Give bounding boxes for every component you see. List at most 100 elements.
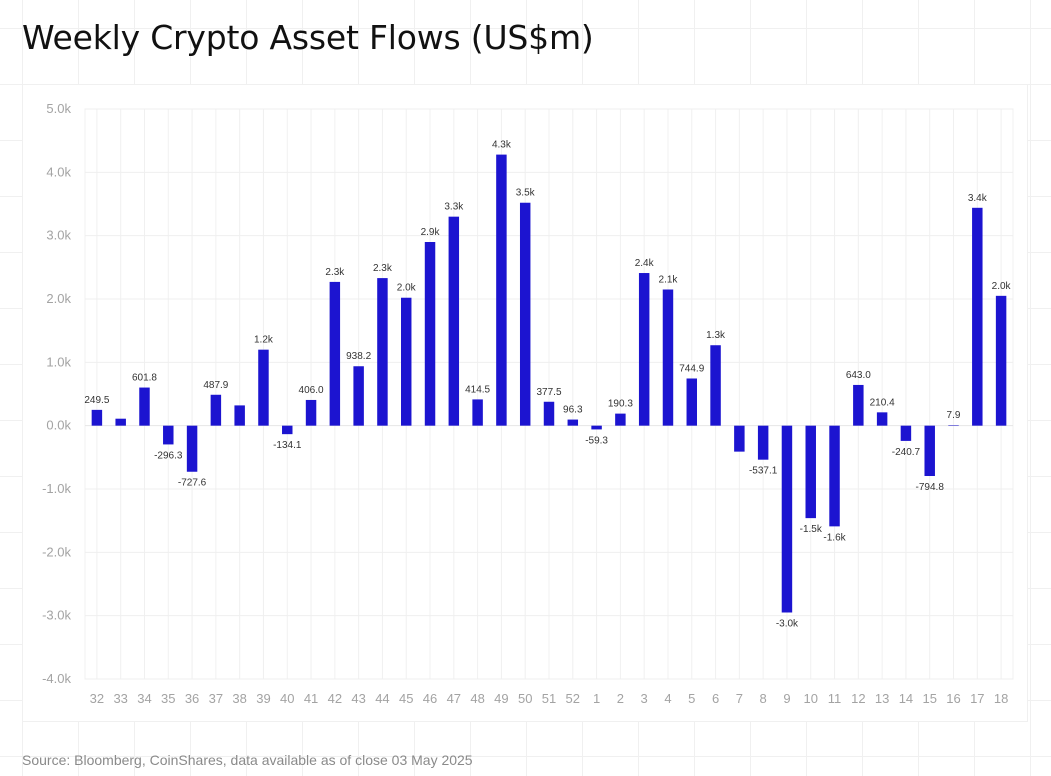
- x-tick-label: 47: [447, 691, 461, 706]
- x-tick-label: 6: [712, 691, 719, 706]
- y-tick-label: -2.0k: [42, 544, 71, 559]
- data-label: 3.5k: [516, 188, 536, 199]
- x-tick-label: 41: [304, 691, 318, 706]
- x-tick-label: 8: [760, 691, 767, 706]
- y-tick-label: -1.0k: [42, 481, 71, 496]
- chart-panel: 5.0k 4.0k 3.0k 2.0k 1.0k 0.0k -1.0k -2.0k -3.0k -…: [22, 84, 1028, 722]
- x-tick-label: 11: [828, 691, 842, 706]
- x-tick-label: 13: [875, 691, 889, 706]
- bar: [805, 425, 816, 519]
- x-tick-label: 15: [922, 691, 936, 706]
- x-tick-label: 50: [518, 691, 532, 706]
- data-label: 2.0k: [397, 283, 417, 294]
- bar: [377, 278, 388, 426]
- bar: [734, 425, 745, 452]
- x-tick-label: 39: [256, 691, 270, 706]
- data-label: 7.9: [947, 410, 961, 421]
- y-tick-label: 3.0k: [46, 228, 71, 243]
- bar: [638, 273, 650, 426]
- x-tick-label: 49: [494, 691, 508, 706]
- data-label: 2.4k: [635, 258, 655, 269]
- data-label: 414.5: [465, 384, 490, 395]
- data-label: 377.5: [536, 387, 561, 398]
- bar: [781, 425, 793, 613]
- bar: [972, 207, 983, 426]
- bar: [234, 405, 245, 426]
- x-tick-label: 36: [185, 691, 199, 706]
- x-tick-label: 43: [351, 691, 365, 706]
- bars: [91, 154, 1007, 613]
- data-label: -727.6: [178, 478, 207, 489]
- bar: [924, 425, 935, 477]
- y-axis-ticks: 5.0k 4.0k 3.0k 2.0k 1.0k 0.0k -1.0k -2.0k -3.0k -…: [42, 101, 71, 686]
- data-label: 3.4k: [968, 193, 988, 204]
- bar: [591, 425, 602, 430]
- x-tick-label: 7: [736, 691, 743, 706]
- bar-chart: 5.0k 4.0k 3.0k 2.0k 1.0k 0.0k -1.0k -2.0k -3.0k -…: [42, 101, 1014, 706]
- data-label: 190.3: [608, 399, 633, 410]
- x-tick-label: 18: [994, 691, 1008, 706]
- data-label: 2.0k: [992, 281, 1012, 292]
- data-label: -240.7: [892, 447, 921, 458]
- x-tick-label: 16: [946, 691, 960, 706]
- x-tick-label: 51: [542, 691, 556, 706]
- x-tick-label: 46: [423, 691, 437, 706]
- y-tick-label: -3.0k: [42, 608, 71, 623]
- data-label: 744.9: [679, 363, 704, 374]
- x-tick-label: 3: [641, 691, 648, 706]
- x-tick-label: 34: [137, 691, 151, 706]
- bar: [567, 419, 579, 426]
- data-label: -296.3: [154, 450, 183, 461]
- y-tick-label: 4.0k: [46, 164, 71, 179]
- data-label: 487.9: [203, 380, 228, 391]
- chart-title: Weekly Crypto Asset Flows (US$m): [22, 18, 594, 57]
- bar: [186, 425, 198, 472]
- x-tick-label: 12: [851, 691, 865, 706]
- x-tick-label: 45: [399, 691, 413, 706]
- x-tick-label: 33: [113, 691, 127, 706]
- data-label: 2.3k: [373, 263, 393, 274]
- data-label: 601.8: [132, 373, 157, 384]
- bar: [853, 384, 864, 426]
- data-label: 96.3: [563, 405, 583, 416]
- x-tick-label: 14: [899, 691, 913, 706]
- data-label: 2.9k: [421, 227, 441, 238]
- x-tick-label: 38: [232, 691, 246, 706]
- y-tick-label: 0.0k: [46, 418, 71, 433]
- bar: [258, 349, 269, 426]
- data-label: -537.1: [749, 466, 778, 477]
- y-tick-label: 1.0k: [46, 354, 71, 369]
- data-label: -134.1: [273, 440, 302, 451]
- x-tick-label: 40: [280, 691, 294, 706]
- x-tick-label: 5: [688, 691, 695, 706]
- x-axis-ticks: 32 33 34 35 36 37 38 39 40 41 42 43 44 45 46 47 48 49 50 51…: [90, 691, 1009, 706]
- data-label: 4.3k: [492, 140, 512, 151]
- x-tick-label: 1: [593, 691, 600, 706]
- x-tick-label: 32: [90, 691, 104, 706]
- bar: [353, 366, 364, 426]
- data-label: -1.5k: [800, 524, 823, 535]
- source-note: Source: Bloomberg, CoinShares, data avai…: [22, 752, 473, 768]
- data-label: 249.5: [84, 395, 109, 406]
- data-label: -1.6k: [823, 532, 846, 543]
- bar: [472, 399, 483, 426]
- bar: [496, 154, 507, 426]
- x-tick-label: 4: [664, 691, 671, 706]
- bar: [163, 425, 174, 445]
- data-label: 406.0: [299, 385, 324, 396]
- bar: [710, 345, 721, 426]
- bar: [995, 295, 1007, 426]
- data-label: 210.4: [870, 397, 895, 408]
- bar: [876, 412, 888, 426]
- data-label: 643.0: [846, 370, 871, 381]
- bar: [115, 418, 126, 426]
- bar: [519, 202, 531, 426]
- x-tick-label: 35: [161, 691, 175, 706]
- x-tick-label: 42: [328, 691, 342, 706]
- x-tick-label: 2: [617, 691, 624, 706]
- data-labels: 249.5 601.8 -296.3 -727.6 487.9 1.2k -134.1 406…: [84, 140, 1011, 630]
- bar: [424, 242, 436, 426]
- bar: [400, 297, 412, 426]
- bar: [210, 394, 222, 426]
- bar: [615, 413, 626, 426]
